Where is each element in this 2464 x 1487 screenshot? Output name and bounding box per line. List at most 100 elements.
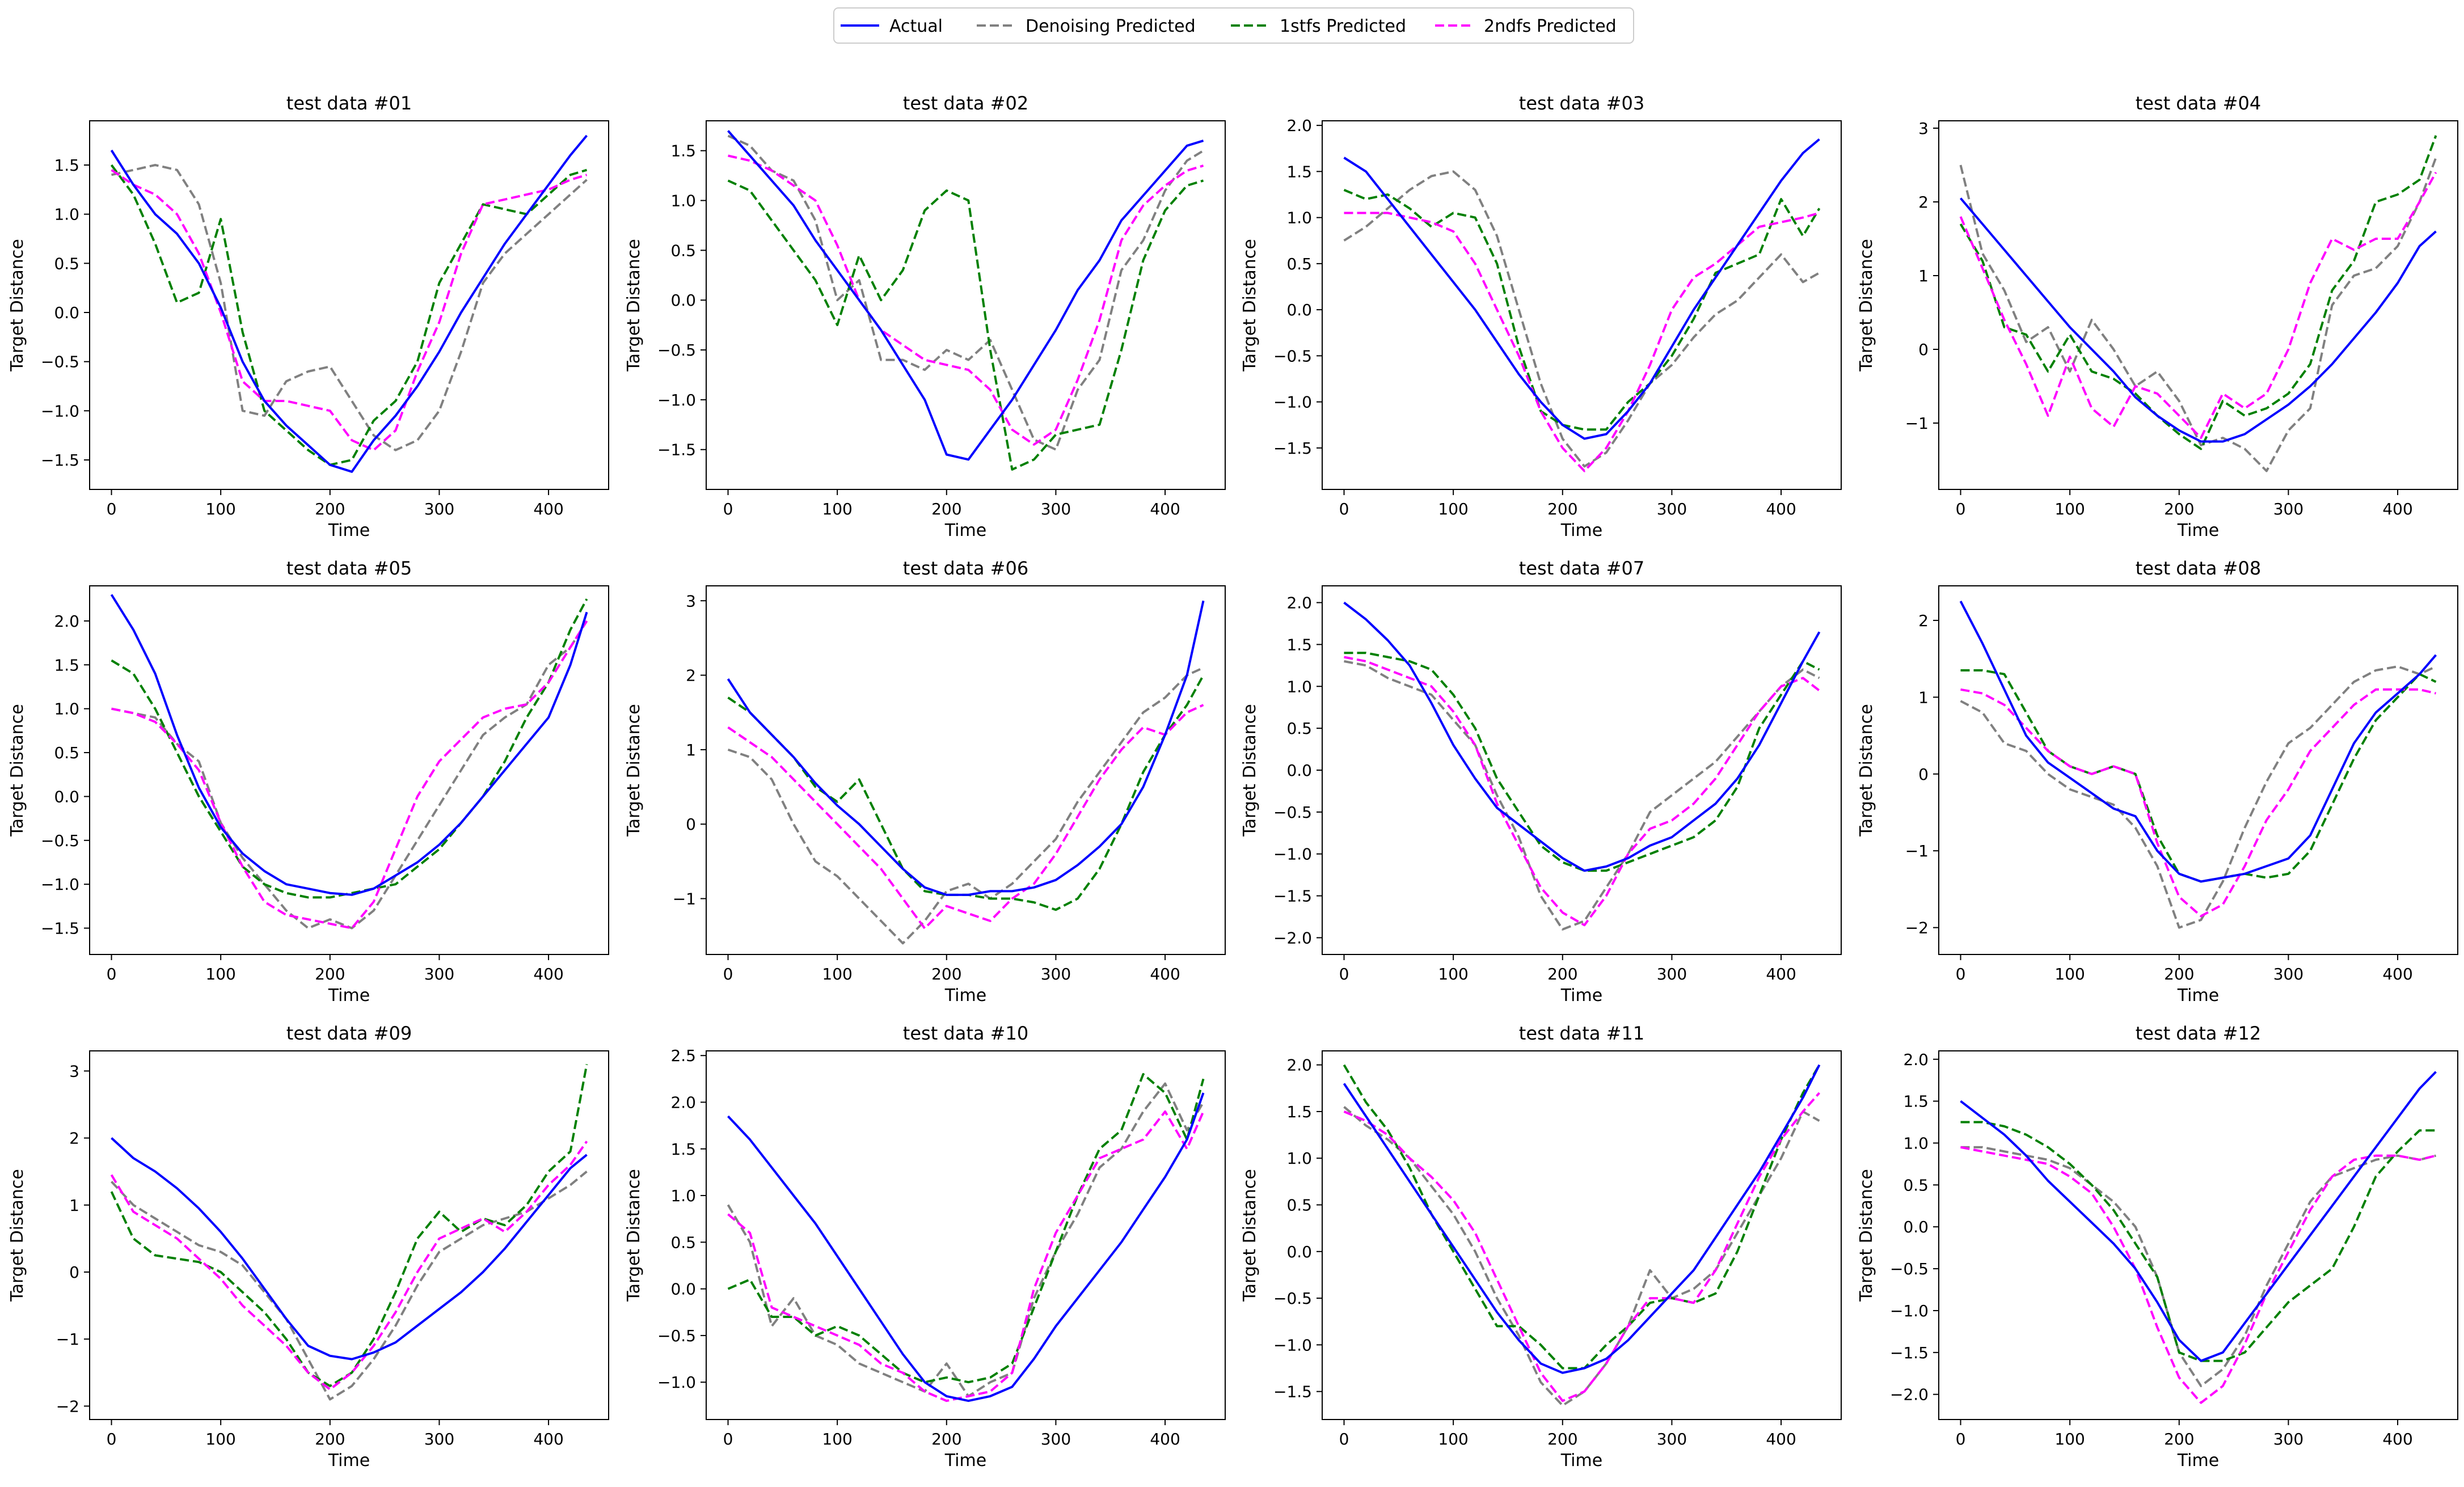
x-tick-label: 0 — [1956, 500, 1966, 518]
x-axis-label: Time — [328, 986, 370, 1006]
subplot-title: test data #12 — [2136, 1023, 2261, 1044]
y-tick-label: 1.5 — [1286, 635, 1312, 654]
x-tick-label: 300 — [1657, 1430, 1687, 1448]
x-tick-label: 100 — [205, 965, 235, 983]
x-tick-label: 300 — [424, 965, 454, 983]
x-axis-label: Time — [2177, 986, 2219, 1006]
y-tick-label: 3 — [69, 1062, 79, 1080]
y-tick-label: 1.0 — [670, 192, 696, 210]
x-tick-label: 300 — [1657, 500, 1687, 518]
series-line-denoising-predicted — [727, 666, 1204, 945]
series-line-2ndfs-predicted — [111, 169, 588, 451]
series-line-actual — [727, 600, 1205, 896]
legend-label-3: 1stfs Predicted — [1280, 16, 1406, 36]
subplot-7: test data #07 0 100 200 300 400 −2.0 −1.5 −1.0 −0… — [1240, 557, 1842, 1006]
y-tick-label: 1.5 — [54, 156, 79, 175]
series-line-actual — [1343, 1064, 1821, 1374]
series-line-2ndfs-predicted — [110, 1140, 588, 1391]
subplot-title: test data #03 — [1519, 92, 1644, 114]
series-line-1stfs-predicted — [1343, 189, 1821, 431]
y-tick-label: −1.5 — [1890, 1344, 1929, 1362]
series-line-2ndfs-predicted — [1344, 656, 1820, 927]
series-group — [1959, 135, 2437, 472]
series-line-1stfs-predicted — [727, 674, 1205, 911]
y-tick-label: 0 — [1918, 765, 1929, 784]
series-group — [1343, 138, 1821, 472]
legend-label-2: Denoising Predicted — [1026, 16, 1196, 36]
x-tick-label: 100 — [2054, 965, 2085, 983]
series-group — [1343, 1064, 1821, 1407]
x-tick-label: 400 — [533, 500, 563, 518]
x-tick-label: 0 — [1339, 500, 1349, 518]
x-tick-label: 300 — [1041, 1430, 1071, 1448]
y-tick-label: 0.0 — [54, 787, 79, 806]
y-tick-label: −2.0 — [1890, 1385, 1929, 1404]
series-group — [1959, 601, 2437, 929]
series-line-2ndfs-predicted — [1343, 1092, 1821, 1402]
y-tick-label: 0.0 — [1903, 1218, 1929, 1236]
y-tick-label: −0.5 — [1890, 1260, 1929, 1278]
x-tick-label: 300 — [2273, 965, 2303, 983]
series-line-actual — [111, 1137, 588, 1361]
x-tick-label: 200 — [931, 1430, 961, 1448]
y-tick-label: −1.0 — [1273, 393, 1312, 412]
series-line-actual — [110, 134, 588, 473]
subplot-title: test data #11 — [1519, 1023, 1644, 1044]
y-tick-label: 2 — [69, 1129, 79, 1148]
y-tick-label: −1.5 — [41, 451, 79, 470]
series-group — [110, 594, 588, 930]
y-tick-label: 0 — [69, 1263, 79, 1282]
y-tick-label: 2.0 — [54, 612, 79, 631]
y-axis-label: Target Distance — [1240, 704, 1260, 837]
y-tick-label: 0 — [686, 815, 696, 834]
y-tick-label: 1.0 — [1903, 1134, 1929, 1153]
y-tick-label: −1 — [1905, 414, 1929, 433]
x-tick-label: 100 — [822, 1430, 852, 1448]
y-tick-label: 0 — [1918, 340, 1929, 359]
plot-frame — [1938, 1050, 2458, 1420]
plot-frame — [1322, 120, 1842, 490]
series-line-denoising-predicted — [111, 1171, 588, 1401]
y-tick-label: 2.0 — [1286, 594, 1312, 612]
series-line-1stfs-predicted — [111, 598, 588, 899]
y-tick-label: 1 — [686, 741, 696, 759]
y-tick-label: −1 — [56, 1330, 79, 1349]
series-line-denoising-predicted — [1343, 1106, 1820, 1407]
x-axis-label: Time — [944, 521, 986, 540]
series-line-denoising-predicted — [727, 1082, 1205, 1397]
series-line-actual — [1960, 1071, 2437, 1362]
x-tick-label: 200 — [315, 965, 345, 983]
series-line-denoising-predicted — [1959, 157, 2437, 472]
plot-frame — [1322, 585, 1842, 955]
x-tick-label: 400 — [2382, 500, 2412, 518]
subplot-title: test data #06 — [903, 557, 1028, 579]
y-tick-label: 2 — [1918, 611, 1929, 630]
y-tick-label: −0.5 — [41, 353, 79, 371]
series-line-denoising-predicted — [111, 164, 588, 451]
x-tick-label: 100 — [1438, 1430, 1468, 1448]
plot-frame — [1322, 1050, 1842, 1420]
subplot-title: test data #02 — [903, 92, 1028, 114]
subplot-5: test data #05 0 100 200 300 400 −1.5 −1.0 −0.5 0.… — [7, 557, 609, 1006]
plot-frame — [706, 585, 1226, 955]
x-tick-label: 400 — [1150, 965, 1180, 983]
y-tick-label: −1.0 — [1273, 845, 1312, 864]
series-line-2ndfs-predicted — [1959, 172, 2437, 439]
series-group — [727, 130, 1204, 471]
y-tick-label: 3 — [686, 592, 696, 610]
x-tick-label: 0 — [107, 965, 117, 983]
y-tick-label: 2 — [1918, 193, 1929, 212]
y-tick-label: 0.0 — [54, 303, 79, 322]
y-tick-label: 0.0 — [1286, 301, 1312, 319]
y-tick-label: 1.5 — [670, 142, 696, 160]
series-group — [110, 134, 588, 473]
plot-frame — [89, 585, 609, 955]
y-tick-label: 1.5 — [1903, 1092, 1929, 1111]
x-axis-label: Time — [1560, 1451, 1602, 1471]
y-tick-label: 0.5 — [54, 744, 79, 762]
series-line-actual — [1343, 138, 1820, 440]
x-tick-label: 300 — [2273, 1430, 2303, 1448]
series-line-denoising-predicted — [727, 134, 1204, 451]
x-tick-label: 300 — [424, 500, 454, 518]
